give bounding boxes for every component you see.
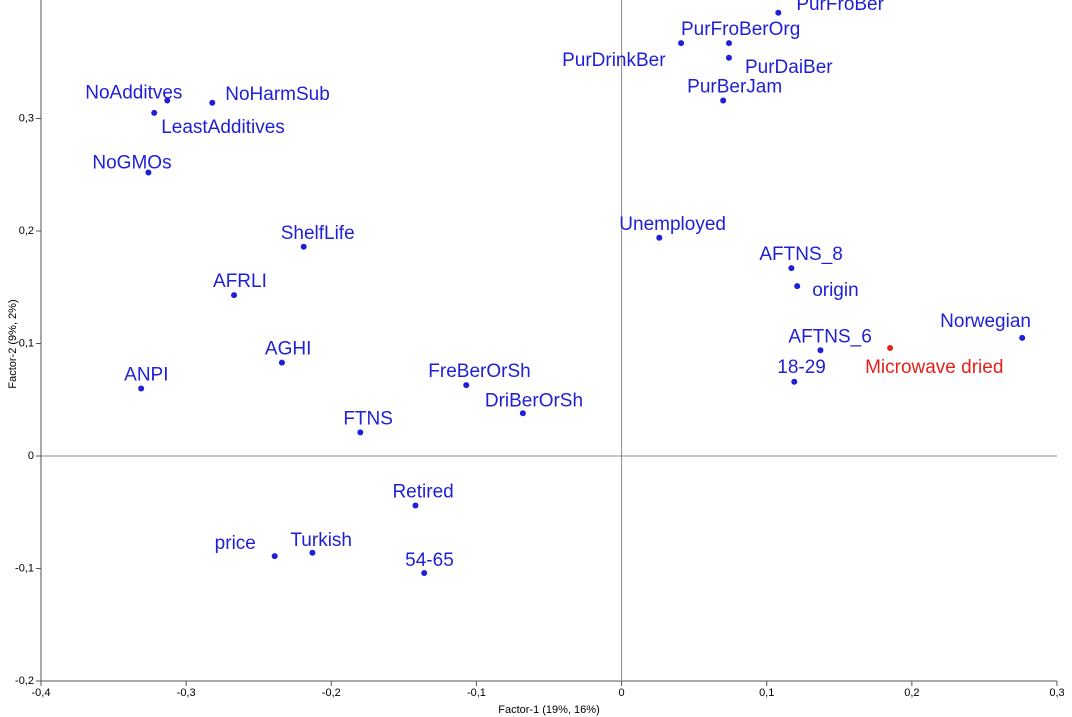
point bbox=[278, 359, 285, 366]
point-label: price bbox=[215, 533, 256, 554]
point-label: PurDrinkBer bbox=[562, 50, 666, 71]
x-axis-title: Factor-1 (19%, 16%) bbox=[498, 704, 599, 716]
x-tick-label: -0,3 bbox=[177, 687, 196, 699]
point bbox=[421, 570, 428, 576]
point bbox=[794, 283, 801, 290]
point-label: Turkish bbox=[290, 530, 352, 551]
point bbox=[138, 385, 145, 392]
point bbox=[463, 382, 470, 389]
point bbox=[300, 243, 307, 250]
point-label: PurBerJam bbox=[687, 77, 782, 98]
point-label: PurFroBer bbox=[796, 0, 884, 15]
point-label: AFTNS_8 bbox=[759, 244, 842, 265]
point bbox=[1019, 334, 1026, 341]
point bbox=[887, 345, 894, 351]
point-label: ShelfLife bbox=[281, 223, 355, 244]
point bbox=[788, 265, 795, 272]
point bbox=[357, 429, 364, 436]
y-tick-label: 0,2 bbox=[19, 225, 34, 237]
y-tick-label: 0,1 bbox=[19, 337, 34, 349]
x-tick-label: 0,1 bbox=[759, 687, 774, 699]
point-label: Unemployed bbox=[619, 214, 726, 235]
y-tick-label: -0,2 bbox=[15, 675, 34, 687]
point bbox=[656, 234, 663, 241]
point-label: AFRLI bbox=[213, 271, 267, 292]
point-label: 18-29 bbox=[777, 357, 826, 378]
point-label: Norwegian bbox=[940, 311, 1031, 332]
point-label: origin bbox=[812, 280, 858, 301]
point bbox=[412, 502, 419, 509]
point bbox=[678, 40, 685, 47]
x-tick-label: -0,2 bbox=[322, 687, 341, 699]
point-label: PurFroBerOrg bbox=[681, 19, 800, 40]
point-label: PurDaiBer bbox=[745, 57, 833, 78]
point bbox=[271, 553, 278, 560]
point bbox=[309, 549, 316, 556]
x-tick-label: 0,2 bbox=[904, 687, 919, 699]
point-label: ANPI bbox=[124, 365, 168, 386]
point-label: LeastAdditives bbox=[161, 117, 285, 138]
y-tick-label: -0,1 bbox=[15, 562, 34, 574]
point-label: NoHarmSub bbox=[225, 84, 330, 105]
point bbox=[519, 410, 526, 417]
point-label: Microwave dried bbox=[865, 357, 1003, 378]
x-tick-label: 0,3 bbox=[1049, 687, 1064, 699]
x-tick-label: 0 bbox=[619, 687, 625, 699]
y-tick-label: 0,3 bbox=[19, 112, 34, 124]
point bbox=[817, 347, 824, 354]
point-label: NoAdditves bbox=[85, 83, 182, 104]
point bbox=[209, 99, 216, 106]
point bbox=[725, 40, 732, 47]
point bbox=[720, 97, 727, 104]
point-label: FTNS bbox=[343, 408, 393, 429]
point-label: Retired bbox=[392, 482, 453, 503]
point bbox=[791, 378, 798, 385]
point bbox=[231, 292, 238, 299]
point bbox=[145, 169, 152, 176]
y-axis-title: Factor-2 (9%, 2%) bbox=[7, 299, 19, 388]
point-label: FreBerOrSh bbox=[428, 361, 530, 382]
x-tick-label: -0,4 bbox=[32, 687, 51, 699]
y-tick-label: 0 bbox=[28, 450, 34, 462]
point-label: AGHI bbox=[265, 339, 311, 360]
x-tick-label: -0,1 bbox=[467, 687, 486, 699]
point-label: 54-65 bbox=[405, 550, 454, 571]
point-label: NoGMOs bbox=[92, 153, 171, 174]
point-label: AFTNS_6 bbox=[788, 326, 871, 347]
point bbox=[775, 9, 782, 16]
point bbox=[725, 54, 732, 61]
point bbox=[151, 109, 158, 116]
point-label: DriBerOrSh bbox=[485, 390, 583, 411]
point bbox=[164, 97, 171, 104]
